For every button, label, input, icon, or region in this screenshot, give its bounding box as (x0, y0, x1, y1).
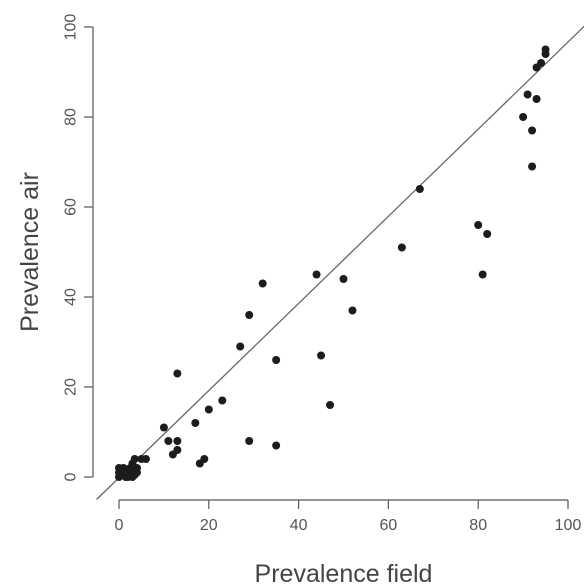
data-point (415, 185, 424, 193)
data-point (317, 351, 326, 360)
data-point (236, 342, 245, 351)
data-point (132, 468, 141, 477)
y-tick-label: 80 (63, 108, 80, 126)
data-point (245, 311, 254, 319)
data-point (397, 243, 406, 252)
data-point (537, 59, 546, 67)
data-point (141, 455, 150, 463)
data-point (312, 270, 321, 279)
data-point (218, 396, 227, 405)
axes: 0 20 40 60 80 100 0 20 40 60 80 100 (63, 14, 582, 534)
data-point (130, 455, 139, 463)
data-point (164, 437, 173, 445)
y-tick-label: 60 (63, 198, 80, 216)
data-point (519, 113, 528, 121)
data-point (523, 90, 532, 99)
data-point (200, 455, 209, 463)
data-point (541, 45, 550, 54)
regression-line (96, 25, 584, 500)
data-point (272, 441, 281, 450)
data-point (245, 437, 254, 445)
data-point (173, 437, 182, 445)
y-tick-label: 100 (63, 14, 80, 41)
data-point (483, 230, 492, 238)
data-point (326, 401, 335, 409)
x-tick-label: 80 (469, 517, 487, 534)
data-point (348, 306, 357, 315)
x-tick-label: 60 (380, 517, 398, 534)
data-point (191, 419, 200, 427)
data-point (173, 446, 182, 454)
data-point (528, 162, 537, 171)
y-tick-label: 20 (63, 378, 80, 396)
data-point (478, 270, 487, 279)
data-point (272, 356, 281, 364)
y-tick-label: 0 (63, 472, 80, 481)
x-tick-label: 0 (115, 517, 124, 534)
data-point (474, 221, 483, 229)
data-point (204, 405, 213, 414)
data-points (115, 45, 550, 481)
fit-line-group (96, 25, 584, 500)
data-point (258, 279, 267, 288)
data-point (532, 95, 541, 103)
data-point (159, 423, 168, 432)
x-tick-label: 100 (555, 517, 582, 534)
y-tick-label: 40 (63, 288, 80, 306)
x-tick-label: 40 (290, 517, 308, 534)
y-axis-title: Prevalence air (16, 172, 44, 332)
x-axis-title: Prevalence field (255, 560, 433, 586)
data-point (528, 126, 537, 135)
data-point (173, 369, 182, 378)
x-tick-label: 20 (200, 517, 218, 534)
data-point (339, 275, 348, 283)
